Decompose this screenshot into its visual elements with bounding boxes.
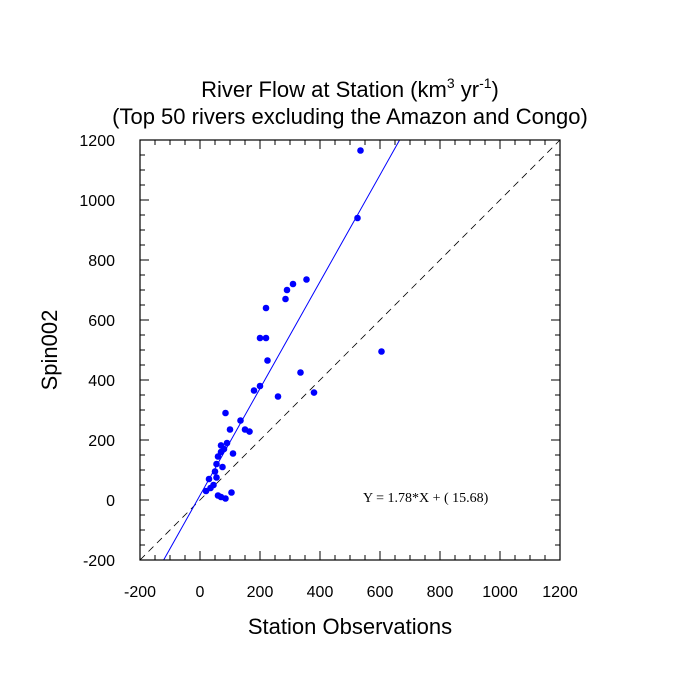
x-tick-label: 800: [427, 584, 454, 601]
one-to-one-line: [139, 139, 561, 561]
data-point: [246, 428, 253, 435]
plot-frame: [139, 139, 561, 561]
y-tick-label: -200: [83, 553, 115, 570]
data-point: [222, 409, 229, 417]
data-point: [226, 426, 234, 433]
data-point: [274, 393, 282, 400]
x-tick-label: 200: [247, 584, 274, 601]
data-point: [289, 280, 297, 288]
data-point: [354, 214, 361, 222]
data-point: [282, 295, 289, 303]
data-point: [222, 495, 229, 502]
y-axis-label: Spin002: [37, 310, 62, 391]
data-point: [219, 463, 226, 471]
data-point: [213, 474, 220, 481]
data-point: [297, 369, 304, 376]
regression-equation: Y = 1.78*X + ( 15.68): [363, 491, 489, 506]
data-point: [310, 389, 318, 396]
data-point: [262, 334, 270, 342]
data-point: [213, 460, 220, 468]
data-points: [202, 147, 385, 502]
tick-marks: [139, 139, 561, 561]
y-tick-label: 0: [106, 493, 115, 510]
data-point: [223, 439, 231, 447]
data-point: [229, 450, 237, 457]
data-point: [303, 276, 310, 283]
data-point: [256, 382, 264, 390]
data-point: [237, 417, 244, 424]
y-tick-label: 800: [88, 253, 115, 270]
x-tick-label: 600: [367, 584, 394, 601]
chart-title-line1: River Flow at Station (km3 yr-1): [201, 75, 499, 102]
data-point: [202, 487, 210, 495]
x-axis-label: Station Observations: [248, 614, 452, 639]
y-tick-label: 400: [88, 373, 115, 390]
y-tick-label: 200: [88, 433, 115, 450]
tick-labels: -200 0 200 400 600 800 1000 1200 -200 0 200 400 600 8…: [79, 133, 577, 601]
data-point: [378, 348, 385, 355]
y-tick-label: 1200: [79, 133, 115, 150]
y-tick-label: 600: [88, 313, 115, 330]
x-tick-label: 400: [307, 584, 334, 601]
x-tick-label: 1200: [542, 584, 578, 601]
data-point: [211, 468, 219, 475]
data-point: [357, 147, 364, 154]
x-tick-label: 1000: [482, 584, 518, 601]
chart-title-line2: (Top 50 rivers excluding the Amazon and …: [112, 104, 588, 129]
data-point: [264, 357, 271, 364]
x-tick-label: -200: [124, 584, 156, 601]
data-point: [228, 489, 235, 496]
y-tick-label: 1000: [79, 193, 115, 210]
data-point: [250, 387, 258, 394]
data-point: [283, 286, 291, 294]
data-point: [256, 334, 264, 342]
data-point: [205, 475, 213, 483]
data-point: [262, 304, 270, 312]
x-tick-label: 0: [196, 584, 205, 601]
data-point: [214, 453, 222, 460]
